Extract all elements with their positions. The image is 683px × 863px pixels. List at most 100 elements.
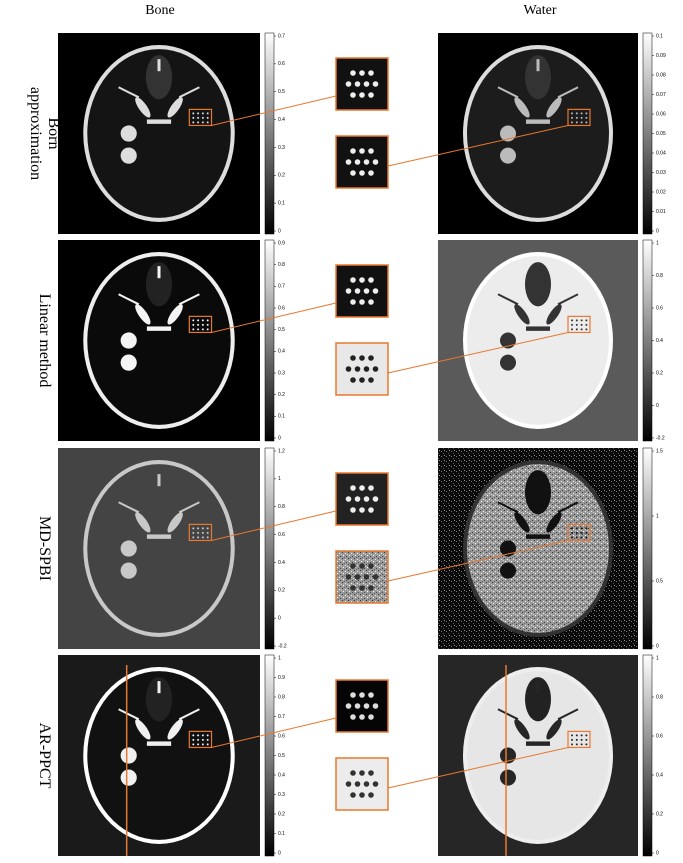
inset-dot bbox=[359, 585, 365, 591]
roi-dot bbox=[202, 734, 204, 736]
colorbar-tick-label: 0.06 bbox=[656, 111, 666, 117]
colorbar-tick-label: 0.2 bbox=[278, 173, 285, 179]
colorbar-tick-label: 0 bbox=[656, 403, 659, 409]
disc bbox=[500, 355, 516, 371]
inset-dot bbox=[350, 148, 356, 154]
inset-dot bbox=[359, 92, 365, 98]
colorbar-tick-label: 0.3 bbox=[278, 792, 285, 798]
colorbar bbox=[643, 448, 652, 649]
inset-dot bbox=[359, 70, 365, 76]
column-title: Bone bbox=[145, 3, 175, 18]
inset-dot bbox=[346, 781, 352, 787]
roi-dot bbox=[581, 527, 583, 529]
disc bbox=[500, 770, 516, 786]
disc bbox=[121, 332, 137, 348]
inset-dot bbox=[346, 81, 352, 87]
colorbar-tick-label: 1.5 bbox=[656, 448, 663, 454]
inset-dot bbox=[373, 574, 379, 580]
colorbar-tick-label: 0.2 bbox=[656, 370, 663, 376]
colorbar-tick-label: 0.3 bbox=[278, 370, 285, 376]
colorbar-tick-label: -0.2 bbox=[656, 435, 665, 441]
colorbar-tick-label: 0.1 bbox=[278, 831, 285, 837]
roi-dot bbox=[581, 739, 583, 741]
inset-dot bbox=[368, 355, 374, 361]
inset-dot bbox=[359, 485, 365, 491]
roi-dot bbox=[207, 121, 209, 123]
roi-dot bbox=[585, 328, 587, 330]
inset-dot bbox=[350, 170, 356, 176]
roi-dot bbox=[197, 324, 199, 326]
roi-dot bbox=[197, 117, 199, 119]
disc bbox=[500, 563, 516, 579]
inset-dot bbox=[359, 792, 365, 798]
roi-dot bbox=[202, 532, 204, 534]
bar bbox=[526, 534, 550, 538]
roi-dot bbox=[202, 536, 204, 538]
top-mark bbox=[537, 681, 540, 693]
figure: Bone Water Bornapproximation0.70.60.50.4… bbox=[0, 0, 683, 863]
disc bbox=[121, 148, 137, 164]
colorbar-tick-label: 0.1 bbox=[278, 200, 285, 206]
colorbar-tick-label: 0.7 bbox=[278, 33, 285, 39]
column-title: Water bbox=[523, 3, 556, 18]
roi-dot bbox=[192, 121, 194, 123]
inset-dot bbox=[373, 781, 379, 787]
inset-dot bbox=[346, 288, 352, 294]
roi-dot bbox=[581, 324, 583, 326]
inset-dot bbox=[364, 366, 370, 372]
roi-dot bbox=[207, 536, 209, 538]
top-mark bbox=[158, 266, 161, 278]
inset-dot bbox=[359, 692, 365, 698]
roi-dot bbox=[576, 739, 578, 741]
colorbar-tick-label: 0.6 bbox=[656, 733, 663, 739]
roi-dot bbox=[197, 743, 199, 745]
roi-dot bbox=[197, 121, 199, 123]
zoom-inset bbox=[336, 343, 388, 395]
roi-dot bbox=[571, 536, 573, 538]
inset-dot bbox=[350, 70, 356, 76]
inset-dot bbox=[364, 81, 370, 87]
inset-dot bbox=[359, 277, 365, 283]
colorbar-tick-label: 0.8 bbox=[656, 694, 663, 700]
roi-dot bbox=[585, 112, 587, 114]
top-mark bbox=[158, 474, 161, 486]
colorbar-tick-label: 0.03 bbox=[656, 170, 666, 176]
roi-dot bbox=[202, 121, 204, 123]
inset-dot bbox=[359, 148, 365, 154]
inset-dot bbox=[364, 159, 370, 165]
colorbar-tick-label: 0.04 bbox=[656, 150, 666, 156]
colorbar bbox=[643, 240, 652, 441]
inset-dot bbox=[350, 563, 356, 569]
roi-dot bbox=[197, 739, 199, 741]
roi-dot bbox=[581, 117, 583, 119]
colorbar-tick-label: 0.6 bbox=[278, 61, 285, 67]
inset-dot bbox=[368, 585, 374, 591]
disc bbox=[121, 563, 137, 579]
roi-dot bbox=[207, 532, 209, 534]
inset-dot bbox=[364, 781, 370, 787]
inset-dot bbox=[373, 159, 379, 165]
roi-dot bbox=[576, 117, 578, 119]
top-mark bbox=[158, 681, 161, 693]
colorbar-tick-label: 1 bbox=[656, 240, 659, 246]
colorbar-tick-label: 0.8 bbox=[278, 694, 285, 700]
inset-dot bbox=[355, 703, 361, 709]
inset-dot bbox=[359, 714, 365, 720]
colorbar-tick-label: 0.3 bbox=[278, 145, 285, 151]
roi-dot bbox=[192, 117, 194, 119]
roi-dot bbox=[576, 536, 578, 538]
inset-dot bbox=[350, 692, 356, 698]
inset-dot bbox=[368, 299, 374, 305]
inset-dot bbox=[373, 81, 379, 87]
colorbar-tick-label: 0.01 bbox=[656, 209, 666, 215]
colorbar-tick-label: 0.7 bbox=[278, 284, 285, 290]
colorbar-tick-label: 0 bbox=[656, 228, 659, 234]
inset-dot bbox=[346, 366, 352, 372]
roi-dot bbox=[571, 734, 573, 736]
disc bbox=[121, 747, 137, 763]
colorbar-tick-label: 0.5 bbox=[656, 578, 663, 584]
inset-dot bbox=[350, 377, 356, 383]
row-label-line: Linear method bbox=[36, 294, 53, 388]
inset-dot bbox=[346, 703, 352, 709]
